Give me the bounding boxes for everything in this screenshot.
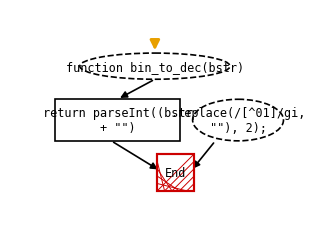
Ellipse shape xyxy=(80,54,230,80)
Text: function bin_to_dec(bstr): function bin_to_dec(bstr) xyxy=(66,60,244,73)
Text: End: End xyxy=(165,166,187,179)
Bar xyxy=(157,154,194,191)
Bar xyxy=(55,100,180,141)
Ellipse shape xyxy=(193,100,283,141)
Text: .replace(/[^01]/gi,
""), 2);: .replace(/[^01]/gi, ""), 2); xyxy=(170,107,306,135)
Bar xyxy=(157,154,194,191)
Text: return parseInt((bstr
+ ""): return parseInt((bstr + "") xyxy=(43,107,192,135)
